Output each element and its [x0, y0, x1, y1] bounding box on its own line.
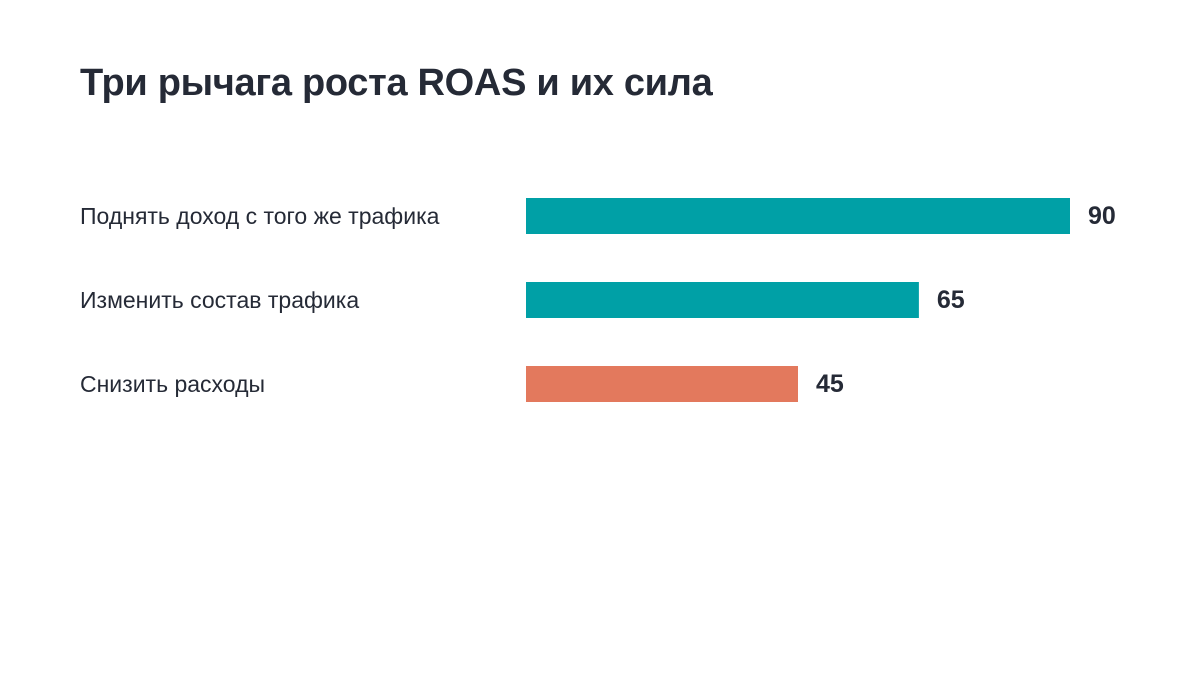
category-label: Снизить расходы [80, 371, 265, 397]
bar [526, 198, 1070, 234]
bar-row: Поднять доход с того же трафика 90 [80, 198, 1116, 234]
category-label: Поднять доход с того же трафика [80, 203, 440, 229]
value-label: 65 [937, 286, 965, 314]
bar-row: Изменить состав трафика 65 [80, 282, 965, 318]
bar [526, 366, 798, 402]
value-label: 45 [816, 370, 844, 398]
bar-row: Снизить расходы 45 [80, 366, 844, 402]
category-label: Изменить состав трафика [80, 287, 359, 313]
bar [526, 282, 919, 318]
bars-layer: Поднять доход с того же трафика 90 Изменит… [80, 198, 1116, 402]
chart-title: Три рычага роста ROAS и их сила [80, 62, 713, 104]
value-label: 90 [1088, 202, 1116, 230]
